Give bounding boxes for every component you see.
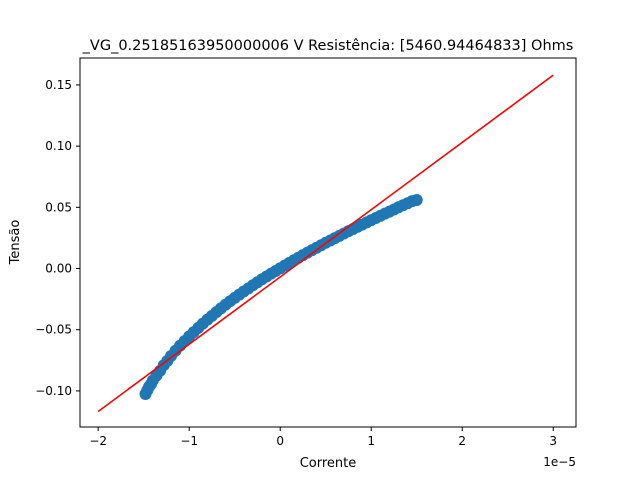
- y-tick-label: 0.10: [45, 139, 72, 153]
- fit-line-layer: [97, 74, 554, 413]
- y-axis-ticks: −0.10 −0.05 0.00 0.05 0.10 0.15: [35, 78, 80, 398]
- x-tick-label: 2: [458, 434, 466, 448]
- y-tick-label: 0.05: [45, 200, 72, 214]
- fit-line: [97, 74, 554, 413]
- x-tick-label: 0: [276, 434, 284, 448]
- plot-area-frame: [79, 57, 577, 428]
- data-point: [410, 193, 423, 206]
- x-tick-label: −2: [89, 434, 107, 448]
- y-axis-label: Tensão: [8, 220, 23, 266]
- x-axis-ticks: −2 −1 0 1 2 3: [89, 427, 557, 448]
- x-tick-label: −1: [180, 434, 198, 448]
- x-axis-offset-text: 1e−5: [543, 455, 576, 469]
- y-tick-label: −0.10: [35, 384, 72, 398]
- y-tick-label: 0.00: [45, 262, 72, 276]
- y-tick-label: 0.15: [45, 78, 72, 92]
- x-tick-label: 3: [549, 434, 557, 448]
- y-tick-label: −0.05: [35, 323, 72, 337]
- chart-title: _VG_0.25185163950000006 V Resistência: […: [82, 38, 574, 54]
- x-axis-label: Corrente: [300, 456, 357, 471]
- x-tick-label: 1: [367, 434, 375, 448]
